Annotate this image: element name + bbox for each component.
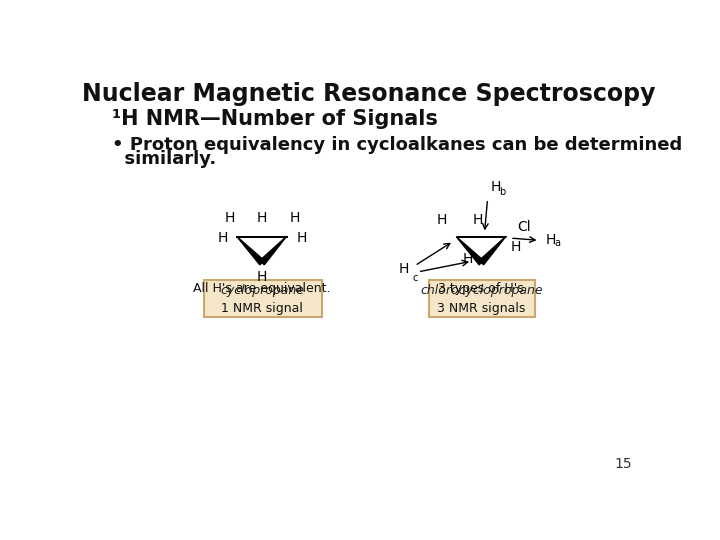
Text: Nuclear Magnetic Resonance Spectroscopy: Nuclear Magnetic Resonance Spectroscopy <box>82 82 656 106</box>
Text: H: H <box>546 233 556 247</box>
Text: H: H <box>462 252 472 266</box>
Text: H: H <box>473 213 483 226</box>
Text: H: H <box>510 240 521 254</box>
Text: 15: 15 <box>615 457 632 471</box>
Text: c: c <box>413 273 418 283</box>
Text: H: H <box>437 213 447 227</box>
Polygon shape <box>456 237 484 265</box>
Text: All H's are equivalent.
1 NMR signal: All H's are equivalent. 1 NMR signal <box>193 282 330 315</box>
FancyBboxPatch shape <box>204 280 322 316</box>
Polygon shape <box>260 237 287 265</box>
Polygon shape <box>479 237 506 265</box>
Text: H: H <box>490 180 501 194</box>
Text: H: H <box>289 211 300 225</box>
Text: a: a <box>554 238 560 248</box>
Text: H: H <box>398 262 408 276</box>
Text: H: H <box>257 271 267 285</box>
Text: H: H <box>225 211 235 225</box>
Text: H: H <box>296 231 307 245</box>
FancyBboxPatch shape <box>429 280 535 316</box>
Text: ¹H NMR—Number of Signals: ¹H NMR—Number of Signals <box>112 109 438 129</box>
Text: cyclopropane: cyclopropane <box>220 284 304 297</box>
Text: Cl: Cl <box>517 220 531 234</box>
Text: b: b <box>499 187 505 197</box>
Text: • Proton equivalency in cycloalkanes can be determined: • Proton equivalency in cycloalkanes can… <box>112 136 682 154</box>
Text: 3 types of H's
3 NMR signals: 3 types of H's 3 NMR signals <box>437 282 526 315</box>
Text: chlorocyclopropane: chlorocyclopropane <box>420 284 543 297</box>
Text: H: H <box>217 231 228 245</box>
Text: H: H <box>257 211 267 225</box>
Polygon shape <box>237 237 264 265</box>
Text: similarly.: similarly. <box>112 150 216 167</box>
